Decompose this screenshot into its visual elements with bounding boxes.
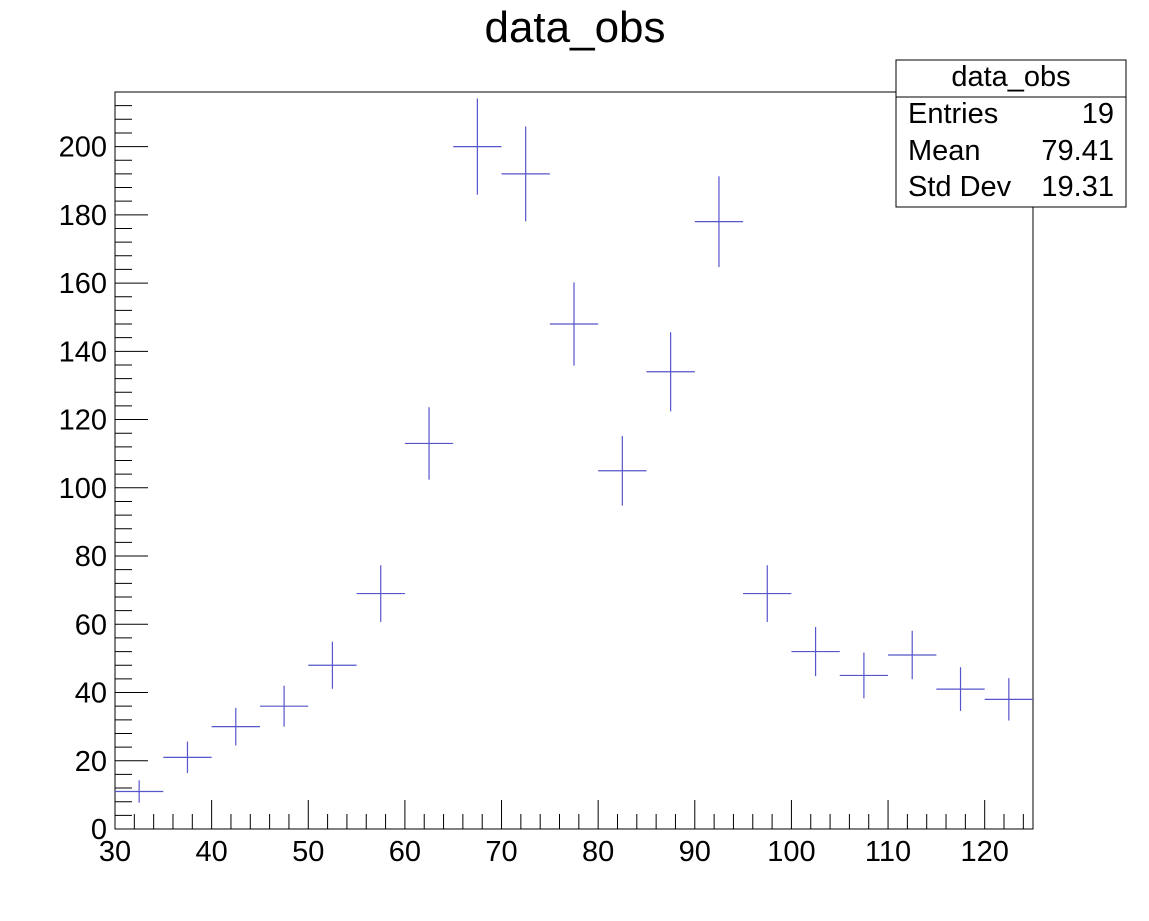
data-point [211, 707, 260, 746]
data-point [115, 780, 164, 803]
chart-title: data_obs [484, 3, 665, 52]
x-tick-label: 80 [582, 836, 614, 868]
x-tick-label: 100 [767, 836, 815, 868]
x-tick-label: 40 [195, 836, 227, 868]
y-tick-label: 80 [75, 541, 107, 573]
data-point [984, 678, 1033, 721]
y-tick-label: 200 [59, 132, 107, 164]
stats-entries-label: Entries [908, 98, 998, 130]
y-tick-label: 100 [59, 473, 107, 505]
stats-stddev-label: Std Dev [908, 171, 1012, 203]
plot-frame [114, 91, 1034, 830]
stats-box: data_obs Entries 19 Mean 79.41 Std Dev 1… [895, 59, 1127, 208]
data-point [163, 741, 212, 774]
y-tick-label: 140 [59, 336, 107, 368]
data-point [453, 98, 502, 195]
data-point [404, 407, 454, 480]
y-tick-label: 160 [59, 268, 107, 300]
stats-box-title: data_obs [951, 61, 1070, 93]
stats-mean-value: 79.41 [1041, 135, 1114, 167]
data-point [888, 630, 937, 680]
x-tick-label: 90 [679, 836, 711, 868]
y-tick-label: 120 [59, 405, 107, 437]
data-point [743, 565, 792, 622]
x-tick-label: 50 [292, 836, 324, 868]
data-point [791, 627, 840, 677]
x-tick-label: 120 [960, 836, 1008, 868]
data-point [549, 282, 599, 366]
stats-box-frame [895, 59, 1127, 208]
data-point [308, 641, 357, 689]
x-axis: 30 40 50 60 70 80 90 100 110 120 [99, 800, 1024, 868]
data-point [694, 176, 744, 268]
x-tick-label: 110 [865, 836, 911, 868]
x-tick-label: 60 [389, 836, 421, 868]
data-point [598, 435, 647, 506]
y-tick-label: 20 [75, 746, 107, 778]
stats-stddev-value: 19.31 [1041, 171, 1114, 203]
data-point [259, 685, 309, 727]
data-point [356, 565, 405, 622]
x-tick-label: 30 [99, 836, 131, 868]
stats-mean-label: Mean [908, 135, 981, 167]
stats-entries-value: 19 [1082, 98, 1114, 130]
data-point [646, 332, 695, 412]
y-tick-label: 60 [75, 609, 107, 641]
y-tick-label: 40 [75, 678, 107, 710]
data-point [936, 667, 985, 711]
x-tick-label: 70 [485, 836, 517, 868]
y-axis: 0 20 40 60 80 100 120 140 160 180 200 [59, 91, 148, 846]
data-point [501, 126, 550, 222]
y-tick-label: 0 [91, 814, 107, 846]
y-tick-label: 180 [59, 200, 107, 232]
data-point [839, 652, 889, 699]
data-points [115, 98, 1033, 803]
